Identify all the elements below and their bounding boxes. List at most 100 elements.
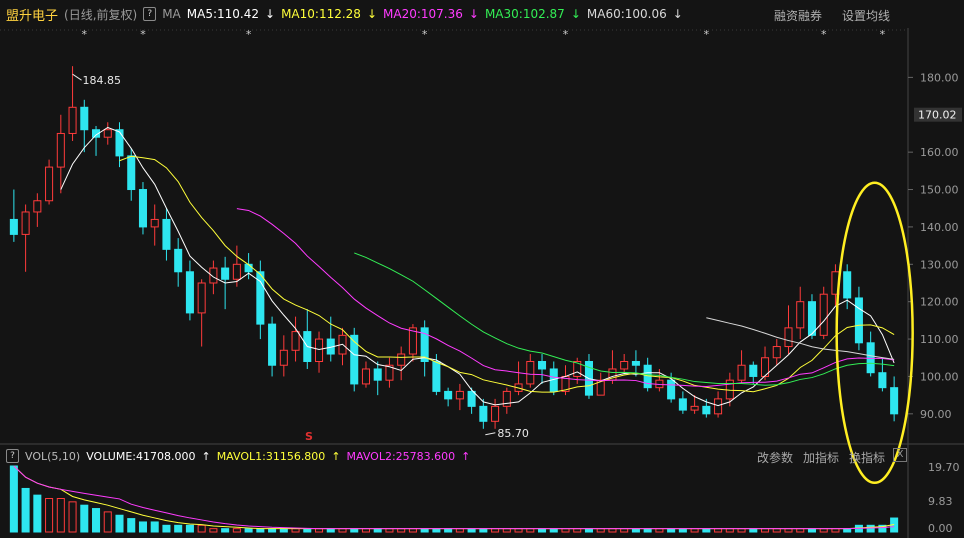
candle-body: [21, 211, 30, 235]
volume-bar: [373, 528, 382, 533]
volume-bar: [56, 497, 65, 533]
change-params-link[interactable]: 改参数: [757, 451, 794, 465]
volume-bar: [807, 528, 816, 533]
candle-body: [819, 293, 828, 336]
volume-bar: [338, 528, 347, 533]
candle-body: [890, 387, 899, 415]
volume-bar: [538, 528, 547, 533]
volume-bar: [397, 528, 406, 533]
candle-body: [68, 106, 77, 134]
event-star-icon: *: [422, 28, 428, 41]
candle-body: [620, 360, 629, 370]
volume-bar: [502, 528, 511, 533]
price-tick-label: 130.00: [920, 258, 959, 271]
current-price-box: [914, 107, 962, 122]
volume-bar: [843, 528, 852, 533]
event-star-icon: *: [246, 28, 252, 41]
candle-body: [761, 357, 770, 377]
volume-bar: [232, 528, 241, 533]
volume-bar: [303, 528, 312, 533]
volume-bar: [103, 511, 112, 533]
low-price-pointer: [485, 432, 496, 436]
ma20-value: MA20:107.36: [383, 7, 463, 21]
volume-bar: [667, 528, 676, 533]
volume-bar: [45, 497, 54, 533]
margin-trading-link[interactable]: 融资融券: [774, 9, 823, 23]
chart-mode: (日线,前复权): [64, 7, 138, 22]
candle-body: [115, 129, 124, 157]
chart-header: 盟升电子 (日线,前复权) ? MA MA5:110.42 ↓ MA10:112.…: [0, 0, 964, 28]
candle-body: [784, 327, 793, 348]
candle-body: [479, 405, 488, 422]
ma60-value: MA60:100.06: [586, 7, 667, 21]
price-tick-label: 120.00: [920, 296, 959, 309]
candle-body: [854, 297, 863, 344]
volume-bar: [772, 528, 781, 533]
volume-bar: [878, 524, 887, 533]
volume-bar: [174, 524, 183, 533]
volume-bar: [221, 528, 230, 533]
candle-body: [279, 349, 288, 366]
stock-name[interactable]: 盟升电子: [6, 8, 59, 24]
candle-body: [92, 129, 101, 138]
arrow-up-icon: ↑: [331, 449, 341, 463]
candle-body: [33, 200, 42, 213]
volume-bar: [784, 528, 793, 533]
volume-bar: [80, 504, 89, 533]
ma30-value: MA30:102.87: [484, 7, 565, 21]
event-star-icon: *: [880, 28, 886, 41]
volume-bar: [68, 501, 77, 533]
arrow-down-icon: ↓: [570, 7, 581, 21]
volume-bar: [491, 528, 500, 533]
candle-body: [714, 398, 723, 415]
candle-body: [502, 390, 511, 407]
volume-bar: [444, 528, 453, 533]
price-tick-label: 170.02: [918, 109, 957, 122]
volume-header: ? VOL(5,10) VOLUME:41708.000 ↑ MAVOL1:311…: [0, 447, 476, 465]
candle-body: [315, 338, 324, 362]
volume-bar: [620, 528, 629, 533]
candle-body: [185, 271, 194, 314]
volume-bar: [678, 528, 687, 533]
volume-bar: [643, 528, 652, 533]
volume-bar: [831, 528, 840, 533]
candle-body: [127, 155, 136, 191]
candle-body: [150, 218, 159, 228]
volume-bar: [526, 528, 535, 533]
candle-body: [408, 327, 417, 355]
volume-bar: [21, 487, 30, 533]
set-ma-link[interactable]: 设置均线: [842, 9, 891, 23]
volume-help-icon[interactable]: ?: [6, 449, 19, 463]
volume-bar: [737, 528, 746, 533]
ma-label: MA: [162, 7, 181, 21]
volume-bar: [408, 528, 417, 533]
volume-bar: [749, 528, 758, 533]
candle-body: [467, 390, 476, 407]
candle-body: [232, 263, 241, 280]
candle-body: [244, 263, 253, 273]
help-icon[interactable]: ?: [143, 7, 157, 21]
candle-body: [678, 398, 687, 411]
candle-body: [80, 106, 89, 131]
volume-bar: [138, 521, 147, 533]
volume-bar: [209, 528, 218, 533]
close-icon[interactable]: X: [893, 448, 907, 462]
volume-bar: [279, 528, 288, 533]
volume-bar: [33, 494, 42, 533]
candle-body: [772, 346, 781, 359]
switch-indicator-link[interactable]: 换指标: [849, 451, 886, 465]
volume-bar: [256, 528, 265, 533]
volume-bar: [467, 528, 476, 533]
price-tick-label: 140.00: [920, 221, 959, 234]
volume-bar: [432, 528, 441, 533]
volume-bar: [819, 528, 828, 533]
volume-bar: [361, 528, 370, 533]
arrow-down-icon: ↓: [366, 7, 377, 21]
volume-bar: [866, 524, 875, 533]
add-indicator-link[interactable]: 加指标: [803, 451, 840, 465]
price-tick-label: 100.00: [920, 370, 959, 383]
volume-bar: [420, 528, 429, 533]
volume-bar: [690, 528, 699, 533]
volume-bar: [244, 528, 253, 533]
